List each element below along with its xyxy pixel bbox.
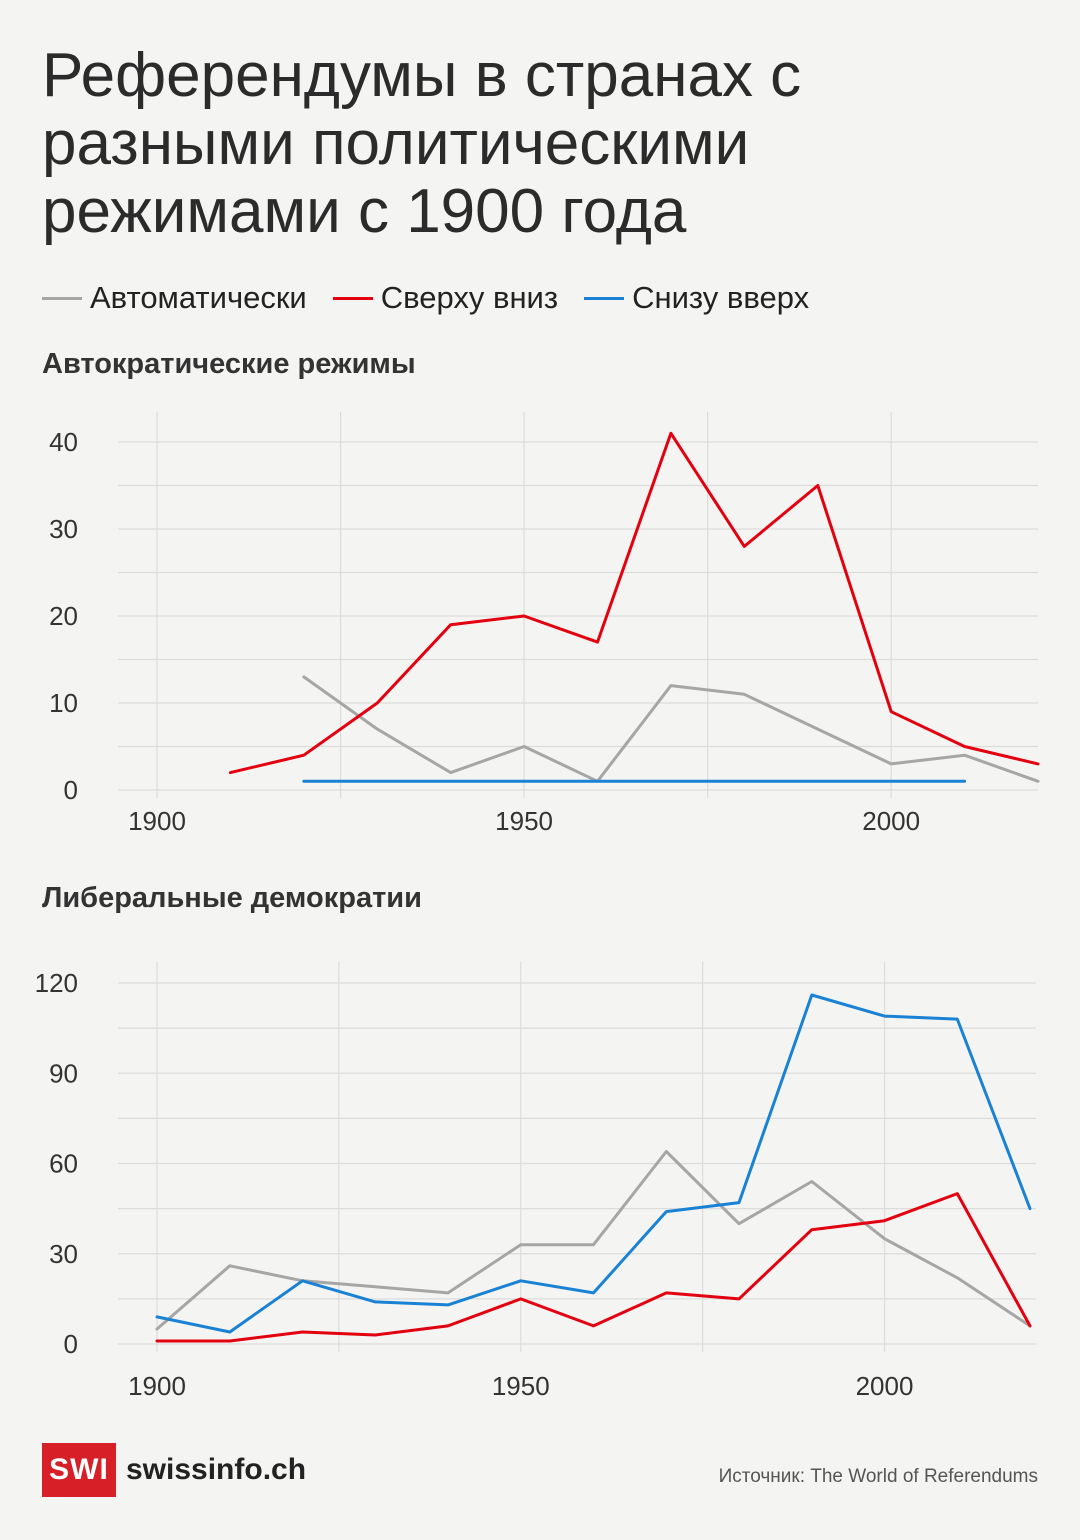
y-tick-label: 10 [49, 688, 78, 718]
swissinfo-logo[interactable]: SWI swissinfo.ch [42, 1443, 306, 1497]
legend-swatch-top-down [332, 296, 373, 300]
y-tick-label: 120 [35, 968, 78, 998]
y-tick-label: 60 [49, 1149, 78, 1179]
legend-swatch-automatic [42, 296, 82, 300]
y-tick-label: 0 [64, 1329, 78, 1359]
y-tick-label: 20 [49, 601, 78, 631]
y-tick-label: 30 [49, 514, 78, 544]
y-tick-label: 30 [49, 1239, 78, 1269]
legend-item-bottom-up: Снизу вверх [584, 280, 809, 316]
legend-item-automatic: Автоматически [42, 280, 307, 316]
x-tick-label: 2000 [862, 806, 920, 836]
legend-label-top-down: Сверху вниз [380, 280, 559, 315]
y-tick-label: 0 [64, 775, 78, 805]
series-line-automatic-liberal-democracies [155, 1150, 1032, 1331]
x-tick-label: 2000 [856, 1371, 914, 1401]
chart-title: Референдумы в странах с разными политиче… [42, 41, 802, 246]
x-tick-label: 1950 [495, 806, 553, 836]
panel-title-liberal-democracies: Либеральные демократии [42, 882, 422, 914]
x-tick-label: 1950 [492, 1371, 550, 1401]
legend-label-automatic: Автоматически [90, 280, 307, 315]
series-line-top-down-autocracies [228, 431, 1040, 775]
legend-label-bottom-up: Снизу вверх [632, 280, 810, 315]
panel-title-autocracies: Автократические режимы [42, 348, 416, 380]
y-tick-label: 40 [49, 427, 78, 457]
source-note: Источник: The World of Referendums [718, 1466, 1038, 1487]
y-tick-label: 90 [49, 1058, 78, 1088]
swi-logo-mark: SWI [42, 1443, 116, 1497]
series-line-top-down-liberal-democracies [155, 1192, 1032, 1343]
x-tick-label: 1900 [128, 806, 186, 836]
legend-swatch-bottom-up [584, 296, 625, 300]
legend-item-top-down: Сверху вниз [332, 280, 559, 316]
series-line-automatic-autocracies [302, 675, 1040, 783]
chart-liberal-democracies: 0 30 60 90 120 1900 1950 2000 [35, 962, 1036, 1401]
x-tick-label: 1900 [128, 1371, 186, 1401]
chart-autocracies: 0 10 20 30 40 1900 1950 2000 [49, 412, 1040, 836]
swissinfo-logo-text: swissinfo.ch [126, 1453, 307, 1486]
legend: Автоматически Сверху вниз Снизу вверх [42, 276, 835, 320]
series-line-bottom-up-liberal-democracies [155, 993, 1032, 1334]
